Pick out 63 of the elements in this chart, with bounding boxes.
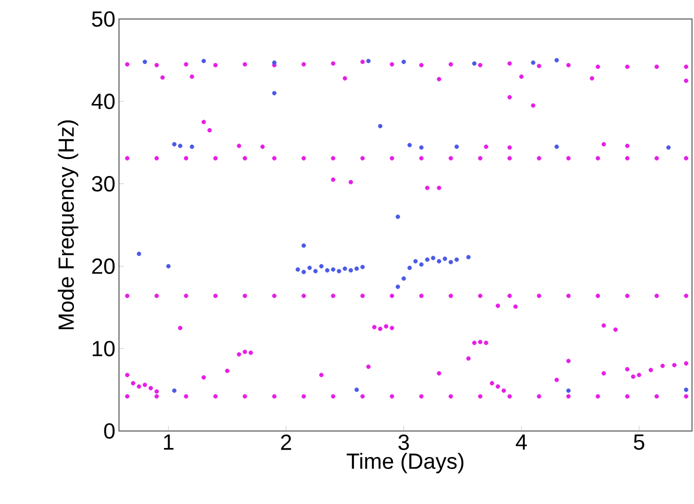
point <box>354 388 359 392</box>
point <box>402 276 406 281</box>
point <box>530 60 536 65</box>
point <box>166 264 171 268</box>
y-tick-label: 10 <box>92 340 115 356</box>
point <box>454 257 459 262</box>
point <box>313 268 318 274</box>
point <box>307 266 312 270</box>
point <box>566 388 571 393</box>
point <box>172 142 176 146</box>
point <box>319 264 324 268</box>
x-tick-label: 2 <box>281 434 292 450</box>
x-tick-label: 3 <box>398 434 409 450</box>
x-axis-title: Time (Days) <box>346 452 464 474</box>
x-tick-label: 4 <box>516 434 527 450</box>
point <box>448 260 454 264</box>
point <box>366 58 371 64</box>
point <box>407 142 412 148</box>
point <box>407 266 412 270</box>
point <box>142 60 148 64</box>
point <box>402 60 406 64</box>
point <box>466 254 471 260</box>
point <box>472 61 477 66</box>
point <box>396 214 400 219</box>
point <box>396 284 400 289</box>
point <box>666 145 671 150</box>
point <box>296 267 300 272</box>
point <box>190 144 194 149</box>
y-tick-label: 50 <box>92 11 115 27</box>
x-tick-label: 1 <box>164 434 174 450</box>
y-tick-label: 40 <box>92 94 115 110</box>
y-tick-label: 20 <box>92 258 115 274</box>
point <box>554 144 559 149</box>
point <box>336 268 342 274</box>
x-tick-label: 5 <box>634 434 644 450</box>
point <box>442 256 448 261</box>
point <box>684 388 688 392</box>
point <box>354 266 359 271</box>
point <box>454 144 459 149</box>
point <box>178 144 182 148</box>
point <box>425 257 430 262</box>
point <box>419 145 424 150</box>
point <box>272 60 277 65</box>
point <box>202 58 206 64</box>
point <box>330 267 336 272</box>
y-axis-title: Mode Frequency (Hz) <box>58 120 78 330</box>
point <box>436 259 442 264</box>
point <box>342 266 348 271</box>
point <box>302 243 306 248</box>
point <box>554 58 559 62</box>
point <box>325 268 330 273</box>
point <box>172 388 176 393</box>
point <box>419 262 424 267</box>
point <box>302 270 306 274</box>
point <box>272 90 277 96</box>
point <box>360 264 365 270</box>
y-tick-label: 0 <box>104 423 115 439</box>
y-tick-label: 30 <box>92 176 115 192</box>
point <box>378 124 382 128</box>
point <box>430 256 436 260</box>
point <box>348 268 353 273</box>
point <box>413 259 418 264</box>
point <box>136 252 142 256</box>
